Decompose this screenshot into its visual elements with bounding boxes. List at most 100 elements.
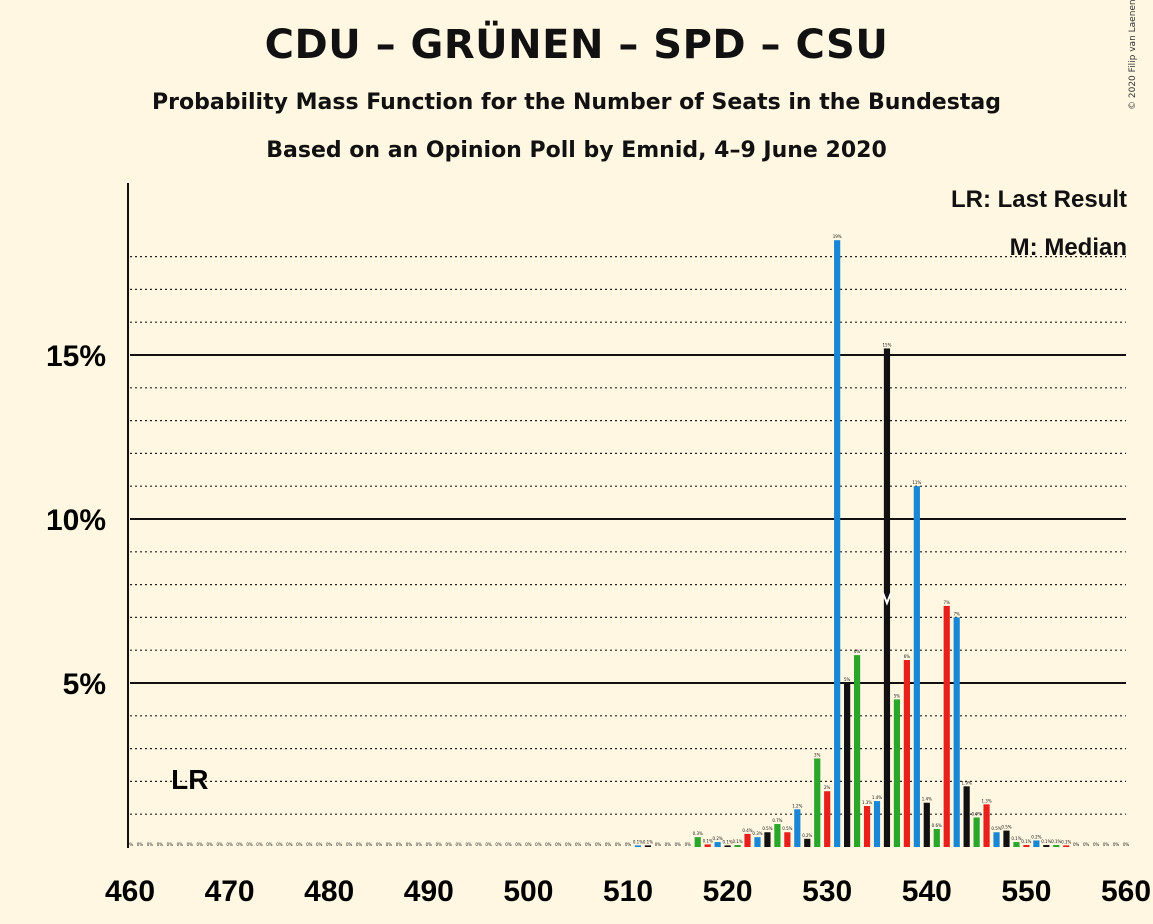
bar (1013, 842, 1020, 847)
data-label: 0.3% (693, 831, 703, 836)
data-label: 0.6% (932, 823, 942, 828)
data-label: 0% (386, 842, 393, 847)
data-label: 0.1% (732, 839, 742, 844)
data-label: 0% (376, 842, 383, 847)
bar (634, 845, 642, 847)
x-tick-label: 530 (802, 875, 852, 908)
x-tick-label: 540 (902, 875, 952, 908)
data-label: 0% (137, 842, 144, 847)
data-label: 0% (207, 842, 214, 847)
data-label: 0% (515, 842, 522, 847)
bar (953, 617, 960, 847)
data-label: 19% (833, 234, 842, 239)
data-label: 0% (456, 842, 463, 847)
bar (794, 809, 801, 847)
data-label: 0.5% (782, 826, 792, 831)
data-label: 7% (944, 600, 951, 605)
data-label: 0% (396, 842, 403, 847)
data-label: 0% (167, 842, 174, 847)
data-label: 2% (824, 785, 831, 790)
data-label: 0.4% (742, 828, 752, 833)
x-tick-label: 520 (703, 875, 753, 908)
data-label: 0.1% (1051, 839, 1061, 844)
chart-source: Based on an Opinion Poll by Emnid, 4–9 J… (266, 138, 887, 163)
bar (933, 828, 940, 847)
data-label: 0% (625, 842, 632, 847)
bar (1063, 845, 1070, 847)
data-label: 0.2% (802, 833, 812, 838)
bar (724, 845, 731, 847)
data-label: 0% (316, 842, 323, 847)
data-label: 0% (505, 842, 512, 847)
bar (764, 832, 771, 847)
data-label: 0.7% (772, 818, 782, 823)
data-label: 0% (187, 842, 194, 847)
data-label: 0% (276, 842, 283, 847)
bar (873, 801, 881, 847)
data-label: 0% (525, 842, 532, 847)
data-label: 0% (585, 842, 592, 847)
bar (923, 802, 930, 847)
data-label: 0% (605, 842, 612, 847)
bar (784, 832, 791, 847)
data-label: 6% (904, 654, 911, 659)
data-label: 0% (236, 842, 243, 847)
bar (963, 786, 970, 847)
data-label: 0% (177, 842, 184, 847)
bar (734, 845, 741, 847)
data-label: 0% (147, 842, 154, 847)
data-label: 0% (1093, 842, 1100, 847)
data-label: 0.1% (703, 838, 713, 843)
data-label: 0.2% (1031, 834, 1041, 839)
data-label: 1.4% (872, 795, 882, 800)
bar (913, 486, 920, 847)
data-label: 0.1% (643, 839, 653, 844)
data-label: 0% (1073, 842, 1080, 847)
bar (1023, 845, 1030, 847)
chart-subtitle: Probability Mass Function for the Number… (152, 90, 1001, 115)
bar (814, 758, 821, 847)
data-label: 0.1% (1011, 836, 1021, 841)
y-tick-label: 10% (46, 504, 106, 537)
data-label: 0% (346, 842, 353, 847)
data-label: 0% (286, 842, 293, 847)
data-label: 0% (416, 842, 423, 847)
data-label: 0% (366, 842, 373, 847)
bar (853, 655, 861, 847)
data-label: 0% (226, 842, 233, 847)
x-tick-label: 480 (304, 875, 354, 908)
data-label: 0% (655, 842, 662, 847)
data-label: 1.4% (922, 797, 932, 802)
bar (834, 240, 841, 847)
legend-median: M: Median (1009, 234, 1127, 261)
bar (993, 832, 1000, 847)
bar (644, 845, 652, 847)
last-result-marker: LR (171, 764, 208, 795)
data-label: 0% (575, 842, 582, 847)
bar (1043, 845, 1050, 847)
data-label: 0% (246, 842, 253, 847)
bar (893, 699, 901, 847)
y-tick-label: 5% (63, 668, 106, 701)
data-label: 0% (266, 842, 273, 847)
data-label: 0% (1123, 842, 1130, 847)
bar (694, 837, 701, 847)
data-label: 5% (844, 677, 851, 682)
data-label: 1.3% (981, 798, 991, 803)
legend-last-result: LR: Last Result (950, 186, 1127, 213)
data-label: 0% (326, 842, 333, 847)
x-tick-label: 510 (603, 875, 653, 908)
data-label: 0% (1103, 842, 1110, 847)
data-label: 11% (912, 480, 921, 485)
data-label: 0% (615, 842, 622, 847)
x-tick-label: 470 (205, 875, 255, 908)
data-label: 5% (894, 693, 901, 698)
data-label: 0.2% (713, 836, 723, 841)
bar (844, 683, 851, 847)
data-label: 15% (883, 342, 892, 347)
chart-title: CDU – GRÜNEN – SPD – CSU (264, 22, 889, 68)
bar (973, 817, 980, 847)
data-label: 0% (665, 842, 672, 847)
bar (1053, 845, 1060, 847)
y-tick-label: 15% (46, 340, 106, 373)
